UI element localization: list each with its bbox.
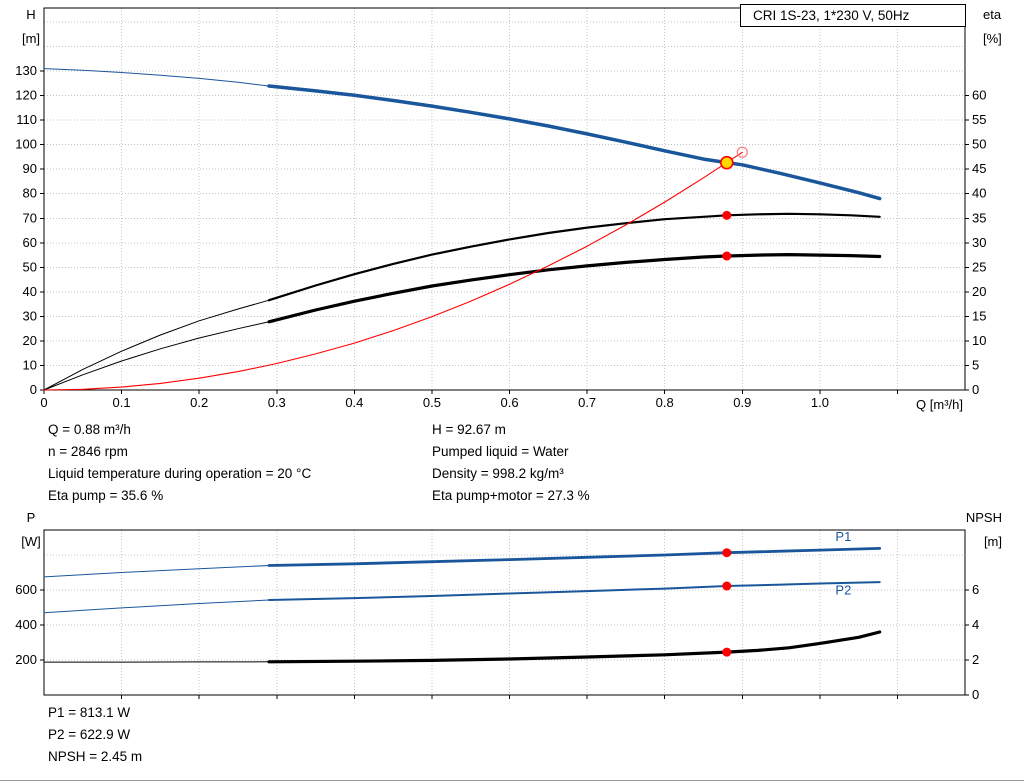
- x-tick-label: 0.8: [656, 395, 674, 410]
- y-left-tick-label: 200: [15, 652, 37, 667]
- y-right-tick-label: 60: [972, 88, 986, 103]
- axis-title: [%]: [983, 31, 1002, 46]
- pump-curve-low-flow: [43, 68, 270, 87]
- y-left-tick-label: 120: [15, 88, 37, 103]
- y-left-tick-label: 0: [30, 382, 37, 397]
- info-line-liquid: Pumped liquid = Water: [432, 444, 569, 459]
- x-tick-label: 0.6: [501, 395, 519, 410]
- info-line-density: Density = 998.2 kg/m³: [432, 466, 564, 481]
- info-line-eta-pump: Eta pump = 35.6 %: [48, 488, 164, 503]
- y-right-tick-label: 50: [972, 137, 986, 152]
- axis-title: [m]: [22, 31, 40, 46]
- y-left-tick-label: 70: [23, 210, 37, 225]
- y-right-tick-label: 15: [972, 308, 986, 323]
- info-line-temperature: Liquid temperature during operation = 20…: [48, 466, 312, 481]
- axis-title: NPSH: [966, 510, 1002, 525]
- duty-info-right-column: H = 92.67 m Pumped liquid = Water Densit…: [432, 419, 590, 507]
- plot-frame: [43, 7, 966, 391]
- eta-pump-motor-curve: [267, 253, 882, 324]
- eta-pump-curve: [267, 212, 881, 302]
- x-tick-label: 0.9: [733, 395, 751, 410]
- y-left-tick-label: 90: [23, 161, 37, 176]
- y-right-tick-label: 45: [972, 161, 986, 176]
- y-left-tick-label: 110: [16, 112, 37, 127]
- y-left-tick-label: 400: [15, 617, 37, 632]
- npsh-point: [722, 647, 732, 657]
- axis-title: [m]: [984, 534, 1002, 549]
- y-right-tick-label: 30: [972, 235, 986, 250]
- p2-low-flow: [43, 599, 270, 614]
- y-left-tick-label: 20: [23, 333, 37, 348]
- system-curve: [43, 151, 743, 391]
- x-tick-label: 0: [40, 395, 47, 410]
- y-right-tick-label: 4: [972, 617, 979, 632]
- requested-duty-point: [736, 146, 748, 158]
- info-line-flow: Q = 0.88 m³/h: [48, 422, 131, 437]
- y-right-tick-label: 2: [972, 652, 979, 667]
- x-tick-label: 0.4: [345, 395, 363, 410]
- y-right-tick-label: 20: [972, 284, 986, 299]
- info-line-head: H = 92.67 m: [432, 422, 506, 437]
- axis-ticks: [40, 70, 969, 394]
- info-line-p1: P1 = 813.1 W: [48, 705, 131, 720]
- pump-title-box: CRI 1S-23, 1*230 V, 50Hz: [740, 4, 966, 27]
- p2-point: [722, 581, 732, 591]
- duty-point[interactable]: [719, 155, 734, 170]
- p2-label: P2: [835, 582, 851, 597]
- qh-eta-chart[interactable]: 0 0.1 0.2 0.3 0.4 0.5 0.6 0.7 0.8 0.9 1.0 0 10 20 30 40…: [0, 0, 1024, 416]
- pump-title: CRI 1S-23, 1*230 V, 50Hz: [753, 8, 910, 23]
- p2-curve: [268, 581, 881, 601]
- p1-curve: [267, 547, 882, 567]
- grid-lines: [44, 530, 965, 695]
- y-right-tick-label: 35: [972, 210, 986, 225]
- info-line-npsh: NPSH = 2.45 m: [48, 749, 143, 764]
- p1-point: [722, 548, 732, 558]
- axis-title: P: [27, 510, 36, 525]
- y-right-tick-label: 0: [972, 382, 979, 397]
- y-right-tick-label: 25: [972, 259, 986, 274]
- x-tick-label: 0.3: [268, 395, 286, 410]
- x-tick-label: 1.0: [811, 395, 829, 410]
- npsh-curve: [267, 630, 882, 664]
- y-right-tick-label: 10: [972, 333, 986, 348]
- p1-low-flow: [43, 565, 270, 578]
- info-line-eta-pump-motor: Eta pump+motor = 27.3 %: [432, 488, 590, 503]
- axis-title: H: [26, 7, 35, 22]
- x-tick-label: 0.2: [190, 395, 208, 410]
- power-info-column: P1 = 813.1 W P2 = 622.9 W NPSH = 2.45 m: [48, 702, 142, 768]
- p1-label: P1: [835, 529, 851, 544]
- y-right-tick-label: 6: [972, 582, 979, 597]
- y-left-tick-label: 10: [23, 357, 37, 372]
- eta-pump-point: [722, 210, 732, 220]
- x-tick-label: 0.5: [423, 395, 441, 410]
- x-tick-label: 0.1: [113, 395, 131, 410]
- y-left-tick-label: 50: [23, 259, 37, 274]
- axis-ticks: [40, 589, 969, 699]
- info-line-speed: n = 2846 rpm: [48, 444, 128, 459]
- x-tick-label: 0.7: [578, 395, 596, 410]
- y-left-tick-label: 100: [15, 137, 37, 152]
- axis-title: [W]: [21, 534, 41, 549]
- y-left-tick-label: 30: [23, 308, 37, 323]
- y-left-tick-label: 600: [15, 582, 37, 597]
- grid-lines: [44, 8, 965, 390]
- y-left-tick-label: 130: [15, 63, 37, 78]
- y-right-tick-label: 40: [972, 186, 986, 201]
- axis-title: eta: [983, 7, 1002, 22]
- eta-pump-motor-low-flow: [43, 321, 270, 391]
- info-line-p2: P2 = 622.9 W: [48, 727, 131, 742]
- y-right-tick-label: 0: [972, 687, 979, 702]
- pump-curve: [267, 84, 882, 201]
- power-npsh-chart[interactable]: 200 400 600 0 2 4 6 P [W] NPSH [m] P1 P2: [0, 510, 1024, 781]
- duty-info-left-column: Q = 0.88 m³/h n = 2846 rpm Liquid temper…: [48, 419, 311, 507]
- y-right-tick-label: 5: [972, 357, 979, 372]
- y-left-tick-label: 60: [23, 235, 37, 250]
- axis-title: Q [m³/h]: [916, 397, 963, 412]
- y-left-tick-label: 80: [23, 186, 37, 201]
- eta-pump-motor-point: [722, 251, 732, 261]
- y-left-tick-label: 40: [23, 284, 37, 299]
- eta-pump-low-flow: [43, 299, 270, 391]
- y-right-tick-label: 55: [972, 112, 986, 127]
